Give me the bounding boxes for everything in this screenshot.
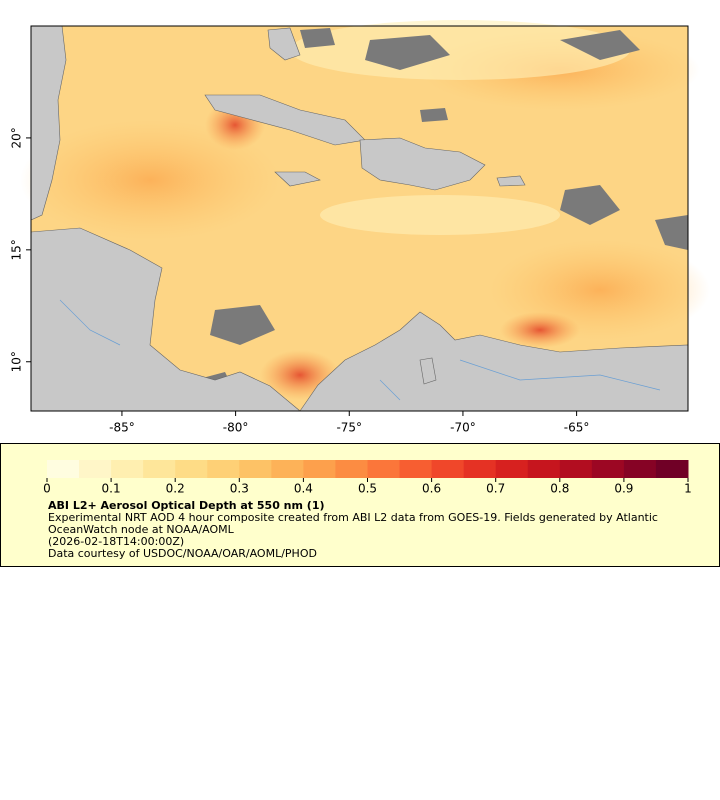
y-tick-label: 20°	[10, 127, 24, 148]
aod-patch	[320, 195, 560, 235]
colorbar-tick-label: 0	[43, 482, 51, 496]
colorbar-swatch	[111, 460, 144, 478]
y-tick-label: 10°	[10, 351, 24, 372]
colorbar-swatch	[143, 460, 176, 478]
aod-patch	[290, 20, 630, 80]
colorbar-swatch	[431, 460, 465, 478]
colorbar-swatch	[47, 460, 80, 478]
colorbar-tick-label: 0.9	[614, 482, 633, 496]
map-area	[20, 20, 710, 412]
colorbar-swatch	[623, 460, 657, 478]
colorbar-tick-label: 0.3	[230, 482, 249, 496]
rivers	[59, 299, 661, 401]
colorbar-swatch	[271, 460, 304, 478]
colorbar-swatch	[591, 460, 625, 478]
colorbar-tick-label: 0.7	[486, 482, 505, 496]
colorbar-swatch	[335, 460, 368, 478]
timestamp: (2026-02-18T14:00:00Z)	[48, 535, 185, 548]
colorbar-swatch	[655, 460, 689, 478]
y-tick-label: 15°	[10, 239, 24, 260]
colorbar-tick-label: 0.5	[358, 482, 377, 496]
x-tick-label: -85°	[109, 421, 135, 435]
x-tick-label: -65°	[564, 421, 590, 435]
colorbar-tick-label: 0.6	[422, 482, 441, 496]
colorbar-tick-label: 1	[684, 482, 692, 496]
colorbar-swatch	[399, 460, 433, 478]
colorbar-swatch	[79, 460, 112, 478]
colorbar-swatch	[303, 460, 336, 478]
colorbar-swatch	[463, 460, 497, 478]
colorbar-tick-label: 0.4	[294, 482, 313, 496]
colorbar-swatch	[207, 460, 240, 478]
colorbar-swatch	[367, 460, 401, 478]
map-frame	[30, 25, 689, 412]
colorbar-swatch	[239, 460, 272, 478]
colorbar-tick-label: 0.1	[102, 482, 121, 496]
colorbar-swatch	[495, 460, 529, 478]
x-tick-label: -75°	[336, 421, 362, 435]
colorbar-swatch	[559, 460, 593, 478]
x-tick-label: -70°	[450, 421, 476, 435]
caption: ABI L2+ Aerosol Optical Depth at 550 nm …	[48, 500, 688, 560]
description: Experimental NRT AOD 4 hour composite cr…	[48, 511, 658, 536]
legend-title: ABI L2+ Aerosol Optical Depth at 550 nm …	[48, 499, 325, 512]
aod-patch	[500, 312, 580, 348]
colorbar-swatch	[175, 460, 208, 478]
colorbar-swatch	[527, 460, 561, 478]
aod-patch	[20, 120, 280, 240]
colorbar-tick-label: 0.8	[550, 482, 569, 496]
colorbar-tick-label: 0.2	[166, 482, 185, 496]
axes: -85° -80° -75° -70° -65° 10° 15° 20°	[10, 127, 590, 434]
colorbar: 0 0.1 0.2 0.3 0.4 0.5 0.6 0.7 0.8 0.9 1	[43, 460, 692, 496]
land	[30, 25, 689, 412]
x-tick-label: -80°	[223, 421, 249, 435]
credit: Data courtesy of USDOC/NOAA/OAR/AOML/PHO…	[48, 547, 317, 560]
